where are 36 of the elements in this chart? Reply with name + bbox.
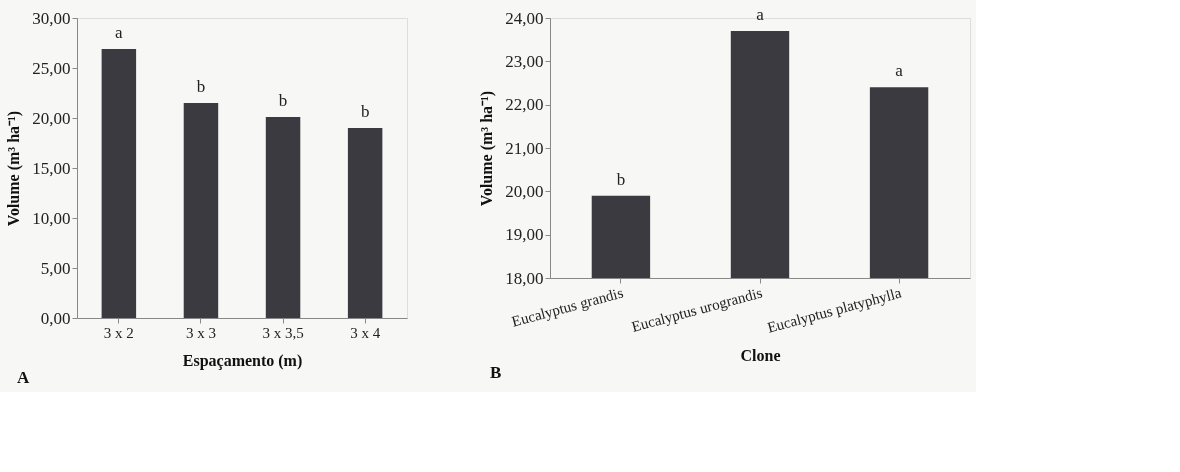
y-tick-label: 23,00 [505,51,544,71]
x-tick-label: 3 x 4 [350,324,381,341]
annotation: b [616,169,626,189]
y-tick-label: 18,00 [505,268,544,288]
y-tick-label: 22,00 [505,95,544,115]
y-tick-label: 0,00 [40,308,71,328]
x-axis-title: Espaçamento (m) [182,351,303,370]
bar [265,117,301,318]
y-tick-label: 24,00 [505,8,544,28]
y-tick-label: 20,00 [505,181,544,201]
annotation: a [895,61,904,81]
annotation: b [278,91,288,110]
annotation: b [196,77,206,96]
y-tick-label: 20,00 [32,108,71,128]
y-tick-label: 5,00 [40,258,71,278]
bar [183,103,219,318]
annotation: b [360,102,370,121]
annotation: a [115,23,124,42]
y-tick-label: 30,00 [32,8,71,28]
y-tick-label: 19,00 [505,225,544,245]
x-tick-label: 3 x 2 [103,324,134,341]
x-tick-label: 3 x 3,5 [262,324,304,341]
y-axis-title: Volume (m³ ha⁻¹) [478,90,497,207]
y-tick-label: 25,00 [32,58,71,78]
x-axis-title: Clone [740,346,781,364]
x-tick-label: 3 x 3 [185,324,216,341]
text: B [490,363,502,382]
bar [101,49,137,318]
y-tick-label: 15,00 [32,158,71,178]
annotation: a [756,5,765,24]
x-tick-label: Eucalyptus urograndis [629,284,765,335]
y-tick-label: 21,00 [505,138,544,158]
bar [347,128,383,318]
y-tick-label: 10,00 [32,208,71,228]
y-axis-title: Volume (m³ ha⁻¹) [5,110,24,227]
text: A [17,368,30,387]
